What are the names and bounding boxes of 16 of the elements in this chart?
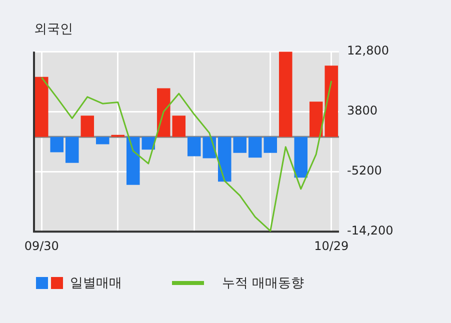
legend-label: 일별매매	[70, 275, 122, 292]
legend-label: 누적 매매동향	[222, 275, 304, 292]
bar	[80, 116, 94, 137]
x-tick-label: 09/30	[24, 238, 59, 253]
y-tick-label: -14,200	[347, 224, 394, 238]
x-tick-label: 10/29	[314, 238, 349, 253]
y-tick-label: 12,800	[347, 44, 389, 58]
chart-title: 외국인	[34, 22, 73, 38]
bar	[34, 76, 48, 137]
bar	[278, 52, 292, 137]
bar	[65, 136, 79, 163]
bar	[96, 136, 110, 144]
bar	[50, 136, 64, 152]
bar	[294, 136, 308, 178]
y-tick-label: -5200	[347, 164, 382, 178]
y-tick-label: 3800	[347, 104, 378, 118]
